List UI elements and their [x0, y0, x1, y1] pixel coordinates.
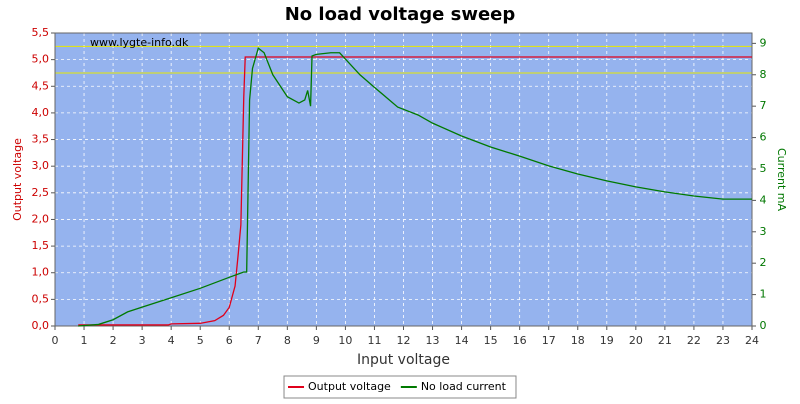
y-tick-label: 3,0 — [32, 159, 50, 172]
x-tick-label: 6 — [226, 334, 233, 347]
chart-title: No load voltage sweep — [285, 4, 516, 25]
x-tick-label: 22 — [687, 334, 701, 347]
y2-tick-label: 3 — [760, 225, 767, 238]
y2-tick-label: 8 — [760, 68, 767, 81]
legend-box — [283, 375, 517, 399]
y-tick-label: 0,0 — [32, 319, 50, 332]
x-tick-label: 9 — [313, 334, 320, 347]
y2-tick-label: 0 — [760, 319, 767, 332]
x-tick-label: 21 — [658, 334, 672, 347]
y-tick-label: 5,5 — [32, 26, 50, 39]
x-tick-label: 10 — [338, 334, 352, 347]
y2-tick-label: 4 — [760, 193, 767, 206]
x-tick-label: 3 — [139, 334, 146, 347]
x-tick-label: 14 — [455, 334, 469, 347]
y-tick-label: 1,5 — [32, 239, 50, 252]
x-tick-label: 5 — [197, 334, 204, 347]
x-tick-label: 12 — [397, 334, 411, 347]
x-tick-label: 8 — [284, 334, 291, 347]
legend: Output voltage No load current — [283, 375, 517, 399]
x-tick-label: 18 — [571, 334, 585, 347]
data-line — [78, 46, 752, 327]
plot-frame — [54, 32, 753, 327]
x-tick-label: 17 — [542, 334, 556, 347]
legend-label: Output voltage — [308, 380, 391, 393]
x-axis-label: Input voltage — [357, 352, 450, 368]
y-tick-label: 3,5 — [32, 133, 50, 146]
x-tick-label: 7 — [255, 334, 262, 347]
x-tick-label: 24 — [745, 334, 759, 347]
y-tick-label: 2,0 — [32, 212, 50, 225]
legend-label: No load current — [421, 380, 507, 393]
x-tick-label: 0 — [52, 334, 59, 347]
x-tick-label: 19 — [600, 334, 614, 347]
y2-tick-label: 7 — [760, 99, 767, 112]
y2-tick-label: 6 — [760, 131, 767, 144]
x-tick-label: 20 — [629, 334, 643, 347]
y2-tick-label: 2 — [760, 256, 767, 269]
y-tick-label: 1,0 — [32, 266, 50, 279]
y2-axis-label: Current mA — [775, 148, 788, 212]
x-tick-label: 4 — [168, 334, 175, 347]
y-tick-label: 5,0 — [32, 53, 50, 66]
y-tick-label: 2,5 — [32, 186, 50, 199]
x-tick-label: 16 — [513, 334, 527, 347]
x-tick-label: 2 — [110, 334, 117, 347]
data-line — [78, 56, 752, 326]
x-tick-label: 23 — [716, 334, 730, 347]
y2-tick-label: 1 — [760, 288, 767, 301]
y-tick-label: 0,5 — [32, 292, 50, 305]
y-axis-label: Output voltage — [11, 138, 24, 221]
y2-tick-label: 5 — [760, 162, 767, 175]
x-tick-label: 15 — [484, 334, 498, 347]
x-tick-label: 13 — [426, 334, 440, 347]
x-tick-label: 11 — [367, 334, 381, 347]
y-tick-label: 4,0 — [32, 106, 50, 119]
y2-tick-label: 9 — [760, 36, 767, 49]
y-tick-label: 4,5 — [32, 79, 50, 92]
watermark: www.lygte-info.dk — [90, 36, 189, 49]
x-tick-label: 1 — [81, 334, 88, 347]
